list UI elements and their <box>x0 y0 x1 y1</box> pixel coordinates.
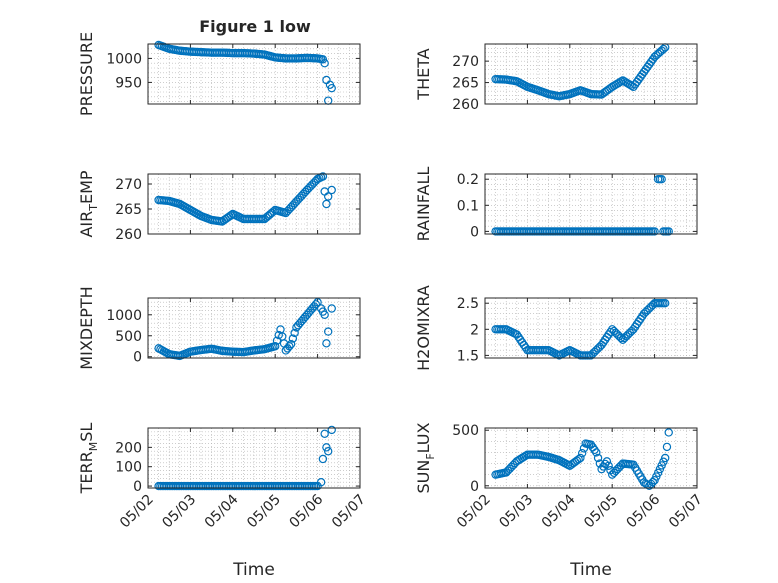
y-tick-label: 260 <box>115 227 142 243</box>
figure-title: Figure 1 low <box>199 17 311 36</box>
axes-box <box>147 173 361 235</box>
data-point <box>322 443 331 452</box>
data-point <box>664 227 673 236</box>
axes-box <box>147 297 361 359</box>
y-axis-label: SUNFLUX <box>414 422 437 493</box>
axes-box <box>484 427 698 489</box>
data-point <box>327 425 336 435</box>
axes-box <box>147 43 361 105</box>
data-point <box>650 227 659 236</box>
data-point <box>316 477 326 487</box>
y-tick-label: 2 <box>470 322 479 338</box>
x-axis-label: Time <box>569 560 612 580</box>
subplot-1: 950 1000 PRESSURE <box>77 32 361 116</box>
data-point <box>320 59 329 68</box>
data-point <box>320 310 329 319</box>
data-point <box>576 453 585 463</box>
grid-lines <box>147 427 361 488</box>
data-point <box>604 461 613 470</box>
data-point <box>285 342 294 351</box>
data-point <box>602 457 612 466</box>
axes-box <box>484 173 698 235</box>
data-point <box>574 455 583 464</box>
data-point <box>659 44 668 54</box>
y-tick-label: 270 <box>115 177 142 193</box>
data-point <box>318 55 328 64</box>
data-series <box>154 40 336 105</box>
y-axis-label: THETA <box>414 48 433 100</box>
data-point <box>320 429 329 439</box>
y-axis-label: MIXDEPTH <box>77 286 96 369</box>
y-tick-label: 100 <box>115 460 142 476</box>
data-point <box>577 448 587 458</box>
y-tick-label: 0 <box>470 479 479 495</box>
data-point <box>616 333 626 343</box>
data-point <box>661 453 670 463</box>
data-point <box>657 175 666 184</box>
data-point <box>318 172 328 181</box>
y-axis-label: PRESSURE <box>77 32 96 116</box>
data-point <box>272 336 282 345</box>
subplot-3: 260 265 270 AIRTEMP <box>77 170 361 243</box>
data-point <box>327 185 336 195</box>
y-tick-label: 0.1 <box>457 198 479 214</box>
data-point <box>322 199 331 209</box>
y-tick-label: 0 <box>470 224 479 240</box>
y-tick-label: 270 <box>452 54 479 70</box>
y-axis-label: AIRTEMP <box>77 170 100 237</box>
y-tick-label: 500 <box>452 423 479 439</box>
data-series <box>491 428 673 490</box>
data-point <box>322 339 331 348</box>
y-tick-label: 260 <box>452 97 479 113</box>
data-series <box>491 175 673 236</box>
y-tick-label: 1000 <box>106 308 142 324</box>
data-point <box>313 297 322 307</box>
y-tick-label: 0 <box>133 479 142 495</box>
axes-box <box>484 297 698 359</box>
y-tick-label: 200 <box>115 440 142 456</box>
data-series <box>154 425 336 491</box>
data-point <box>286 339 296 349</box>
data-point <box>661 299 670 308</box>
data-series <box>154 172 336 226</box>
y-tick-label: 0 <box>133 350 142 366</box>
y-axis-label: TERRMSL <box>77 423 100 495</box>
data-point <box>662 442 672 452</box>
y-tick-label: 265 <box>115 202 142 218</box>
data-point <box>324 192 333 201</box>
data-series <box>154 297 336 361</box>
data-point <box>327 304 336 313</box>
subplot-6: 1.5 2 2.5 H2OMIXRA <box>414 285 698 371</box>
data-point <box>324 327 333 336</box>
subplot-4: 0 0.1 0.2 RAINFALL <box>414 167 698 242</box>
subplot-2: 260 265 270 THETA <box>414 43 698 113</box>
y-tick-label: 0.2 <box>457 172 479 188</box>
x-axis-label: Time <box>232 560 275 580</box>
data-point <box>288 334 298 343</box>
data-point <box>318 454 328 464</box>
data-point <box>327 83 336 93</box>
data-point <box>290 328 299 338</box>
grid-lines <box>484 173 698 234</box>
data-point <box>271 342 280 351</box>
data-point <box>592 448 601 457</box>
y-tick-label: 2.5 <box>457 296 479 312</box>
y-axis-label: RAINFALL <box>414 167 433 242</box>
data-point <box>311 300 321 309</box>
data-point <box>324 447 333 456</box>
axes-box <box>147 427 361 489</box>
y-tick-label: 1.5 <box>457 348 479 364</box>
data-series <box>491 43 670 101</box>
data-point <box>664 428 673 437</box>
y-tick-label: 1000 <box>106 51 142 67</box>
axes-box <box>484 43 698 105</box>
subplot-5: 0 500 1000 MIXDEPTH <box>77 286 361 370</box>
y-axis-label: H2OMIXRA <box>414 285 433 371</box>
y-tick-label: 950 <box>115 75 142 91</box>
data-point <box>593 453 603 463</box>
y-tick-label: 500 <box>115 329 142 345</box>
y-tick-label: 265 <box>452 76 479 92</box>
